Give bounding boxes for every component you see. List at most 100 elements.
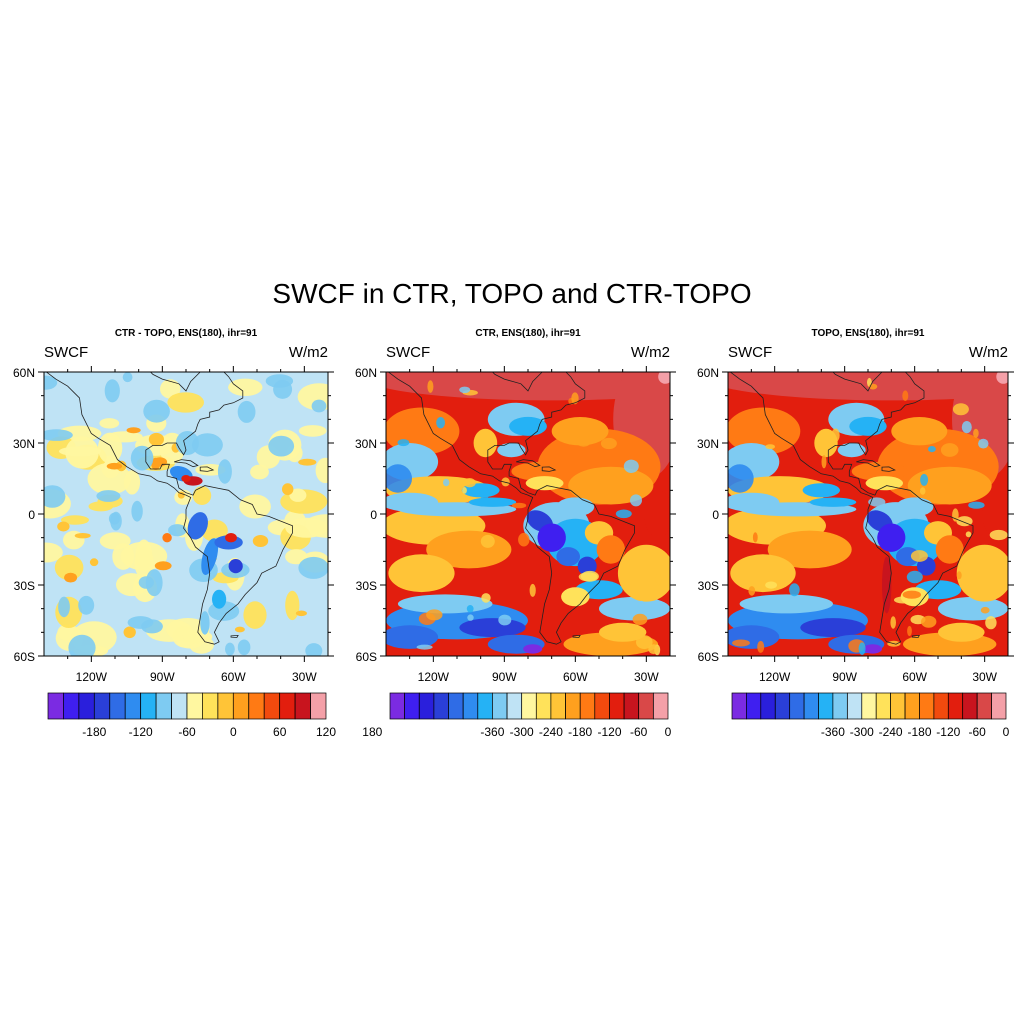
colorbar-box [976, 692, 992, 720]
y-tick-label: 60S [14, 650, 35, 664]
y-tick-label: 30S [14, 579, 35, 593]
colorbar-box [78, 692, 95, 720]
field-patch [120, 541, 168, 571]
field-patch [938, 596, 1008, 621]
field-patch [623, 459, 639, 473]
field-patch [891, 417, 948, 446]
y-tick-label: 30N [13, 437, 35, 451]
colorbar-box [609, 692, 625, 720]
field-patch [985, 616, 997, 630]
field-patch [935, 535, 964, 564]
x-tick-label: 90W [832, 670, 857, 684]
right-label: W/m2 [289, 344, 328, 361]
y-tick-label: 30N [355, 437, 377, 451]
field-patch [88, 501, 114, 512]
field-patch [578, 572, 598, 582]
field-patch [397, 594, 493, 614]
field-patch [315, 457, 328, 484]
colorbar-tick-label: 180 [362, 725, 382, 739]
left-label: SWCF [728, 344, 772, 361]
field-patch [542, 556, 552, 614]
field-patch [728, 625, 780, 649]
colorbar-box [93, 692, 111, 720]
colorbar-box [462, 692, 479, 720]
right-label: W/m2 [631, 344, 670, 361]
colorbar-box [760, 692, 776, 720]
x-tick-label: 120W [76, 670, 108, 684]
field-patch [599, 596, 670, 621]
field-patch [145, 569, 163, 597]
field-patch [511, 461, 569, 481]
chart-panel-3: TOPO, ENS(180), ihr=91 SWCF W/m2 60N 30N 0 30S… [697, 328, 1014, 739]
coastline [199, 466, 215, 472]
colorbar-tick-label: -300 [850, 725, 874, 739]
field-patch [748, 586, 756, 596]
field-patch [537, 523, 566, 552]
field-patch [479, 487, 490, 500]
coastline [516, 459, 541, 468]
field-patch [551, 417, 609, 446]
field-patch [877, 523, 906, 552]
field-patch [809, 497, 857, 507]
colorbar-box [638, 692, 654, 720]
field-patch [523, 644, 543, 654]
field-patch [940, 443, 959, 457]
colorbar-box [818, 692, 834, 720]
colorbar-tick-label: -120 [129, 725, 153, 739]
field-patch [544, 608, 573, 633]
colorbar-box [63, 692, 80, 720]
x-tick-label: 90W [492, 670, 517, 684]
coastline [230, 634, 239, 638]
colorbar-tick-label: -240 [539, 725, 563, 739]
colorbar-box [155, 692, 172, 720]
colorbar-tick-label: 0 [665, 725, 672, 739]
field-patch [160, 379, 181, 399]
field-patch [289, 488, 307, 502]
field-patch [617, 544, 670, 602]
field-patch [481, 593, 491, 603]
x-tick-label: 120W [418, 670, 450, 684]
colorbar-tick-label: -180 [568, 725, 592, 739]
field-patch [436, 417, 445, 429]
field-patch [851, 461, 908, 481]
colorbar-box [171, 692, 188, 720]
panel-title: CTR, ENS(180), ihr=91 [475, 328, 581, 339]
field-patch [298, 458, 317, 466]
field-patch [730, 554, 796, 593]
colorbar-box [279, 692, 296, 720]
field-patch [980, 606, 990, 614]
field-patch [978, 438, 989, 449]
field-patch [518, 532, 530, 547]
field-patch [57, 521, 70, 532]
field-patch [154, 561, 172, 571]
colorbar-tick-label: -120 [936, 725, 960, 739]
field-patch [298, 556, 328, 579]
field-patch [167, 392, 204, 413]
field-patch [191, 433, 223, 457]
field-patch [632, 613, 648, 626]
field-patch [910, 550, 928, 562]
field-patch [116, 573, 148, 597]
field-patch [44, 485, 66, 508]
colorbar-box [477, 692, 493, 720]
field-patch [956, 544, 1008, 602]
field-patch [570, 499, 579, 507]
field-patch [556, 547, 580, 567]
colorbar-tick-label: 0 [230, 725, 237, 739]
field-patch [561, 587, 590, 607]
field-patch [225, 533, 237, 543]
field-patch [576, 435, 592, 447]
colorbar-box [746, 692, 762, 720]
field-patch [644, 490, 670, 538]
colorbar-tick-label: -240 [879, 725, 903, 739]
colorbar-box [202, 692, 219, 720]
field-patch [468, 497, 517, 507]
colorbar-box [731, 692, 747, 720]
field-patch [928, 446, 936, 453]
field-patch [295, 610, 307, 617]
colorbar-box [947, 692, 964, 720]
field-patch [902, 590, 921, 599]
field-patch [123, 626, 136, 639]
colorbar-tick-label: -360 [821, 725, 845, 739]
